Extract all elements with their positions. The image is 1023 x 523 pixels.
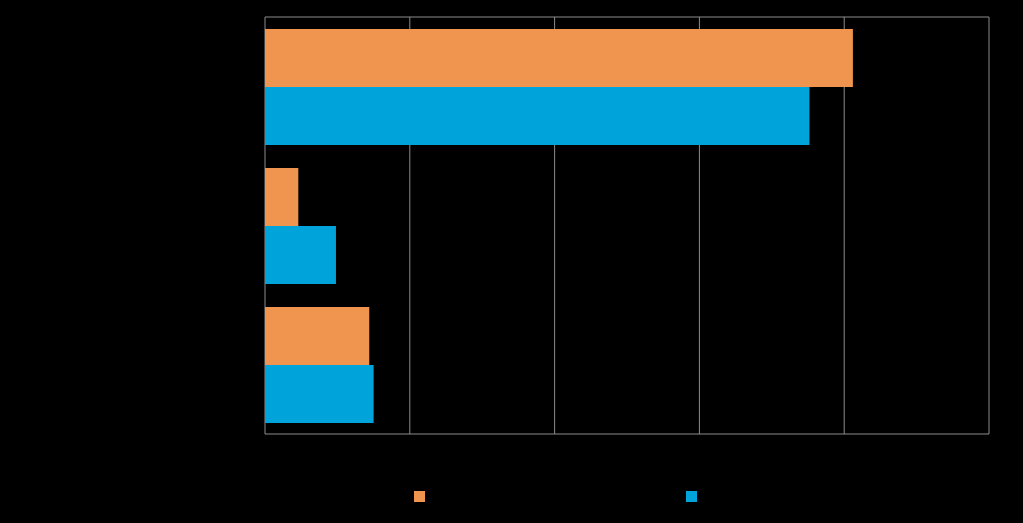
bar: [265, 29, 853, 87]
bar: [265, 87, 810, 145]
bar: [265, 365, 374, 423]
bar: [265, 168, 299, 226]
bar: [265, 226, 336, 284]
legend-swatch: [686, 491, 697, 502]
bar: [265, 307, 370, 365]
legend-swatch: [414, 491, 425, 502]
